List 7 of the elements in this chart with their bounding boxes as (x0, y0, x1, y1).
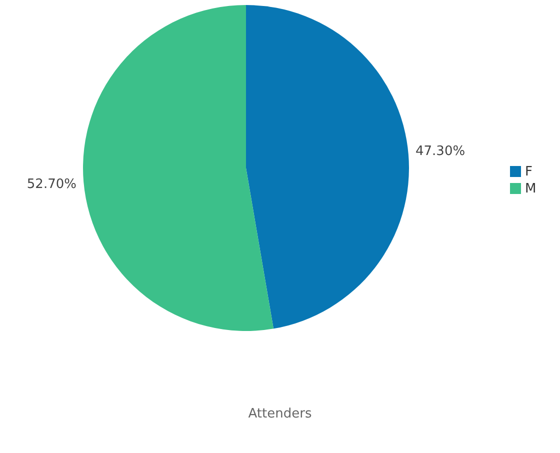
pie-slice (83, 5, 274, 331)
text: Attenders (248, 406, 312, 422)
data-label: 47.30% (416, 144, 466, 160)
legend-label: F (525, 164, 532, 180)
data-label: 52.70% (26, 177, 76, 192)
pie-slice (246, 5, 409, 329)
legend-label: M (525, 182, 536, 197)
